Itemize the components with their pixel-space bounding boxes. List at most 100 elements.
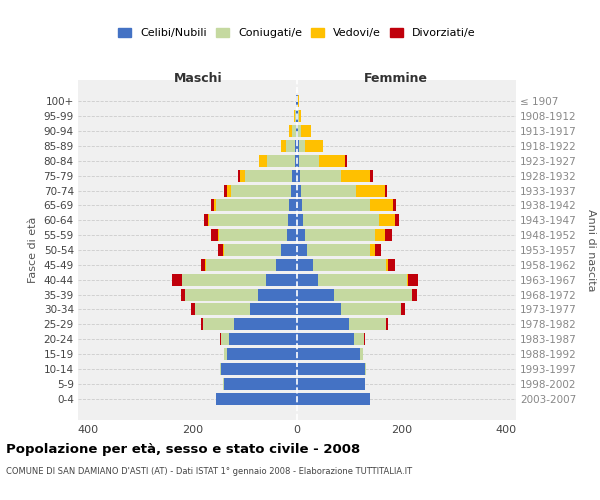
Bar — [401, 304, 406, 316]
Bar — [220, 363, 221, 375]
Bar — [231, 184, 291, 196]
Bar — [219, 229, 287, 241]
Bar — [216, 200, 289, 211]
Bar — [297, 170, 299, 181]
Bar — [297, 229, 305, 241]
Bar — [206, 259, 276, 271]
Bar — [292, 170, 297, 181]
Bar — [394, 200, 396, 211]
Bar — [287, 214, 297, 226]
Bar — [297, 392, 370, 404]
Bar — [203, 318, 235, 330]
Bar — [299, 155, 319, 167]
Bar — [297, 155, 299, 167]
Bar — [365, 363, 367, 375]
Bar — [221, 333, 229, 345]
Bar — [386, 318, 388, 330]
Bar — [299, 110, 301, 122]
Bar — [286, 140, 295, 152]
Bar — [295, 140, 297, 152]
Bar — [395, 214, 398, 226]
Text: Femmine: Femmine — [364, 72, 428, 85]
Bar — [239, 170, 245, 181]
Bar — [172, 274, 182, 285]
Bar — [216, 392, 297, 404]
Bar — [407, 274, 418, 285]
Bar — [235, 318, 297, 330]
Bar — [301, 125, 311, 137]
Text: Popolazione per età, sesso e stato civile - 2008: Popolazione per età, sesso e stato civil… — [6, 442, 360, 456]
Bar — [221, 363, 297, 375]
Bar — [218, 244, 223, 256]
Bar — [375, 229, 385, 241]
Text: Maschi: Maschi — [174, 72, 223, 85]
Bar — [386, 259, 388, 271]
Bar — [208, 214, 209, 226]
Bar — [245, 170, 292, 181]
Bar — [370, 170, 373, 181]
Bar — [266, 274, 297, 285]
Bar — [356, 184, 385, 196]
Bar — [296, 125, 297, 137]
Bar — [307, 244, 370, 256]
Bar — [191, 304, 196, 316]
Bar — [297, 274, 318, 285]
Bar — [291, 184, 297, 196]
Bar — [203, 214, 208, 226]
Bar — [224, 244, 281, 256]
Bar — [313, 259, 386, 271]
Bar — [281, 140, 286, 152]
Bar — [370, 244, 375, 256]
Bar — [297, 304, 341, 316]
Bar — [359, 348, 363, 360]
Bar — [297, 348, 359, 360]
Bar — [295, 155, 297, 167]
Bar — [267, 155, 295, 167]
Bar — [223, 244, 224, 256]
Bar — [302, 200, 370, 211]
Y-axis label: Fasce di età: Fasce di età — [28, 217, 38, 283]
Bar — [297, 333, 355, 345]
Bar — [182, 274, 266, 285]
Bar — [349, 318, 386, 330]
Bar — [318, 274, 407, 285]
Bar — [297, 318, 349, 330]
Bar — [319, 155, 346, 167]
Bar — [297, 125, 298, 137]
Bar — [259, 155, 267, 167]
Bar — [299, 170, 341, 181]
Bar — [218, 229, 219, 241]
Bar — [412, 288, 418, 300]
Bar — [341, 304, 401, 316]
Bar — [305, 140, 323, 152]
Bar — [375, 244, 382, 256]
Bar — [346, 155, 347, 167]
Bar — [224, 348, 227, 360]
Bar — [298, 110, 299, 122]
Y-axis label: Anni di nascita: Anni di nascita — [586, 208, 596, 291]
Bar — [298, 96, 299, 108]
Bar — [370, 200, 394, 211]
Bar — [355, 333, 364, 345]
Bar — [334, 288, 412, 300]
Bar — [379, 214, 395, 226]
Bar — [289, 125, 292, 137]
Bar — [224, 378, 297, 390]
Bar — [364, 333, 365, 345]
Bar — [305, 229, 375, 241]
Bar — [297, 214, 303, 226]
Bar — [297, 288, 334, 300]
Bar — [181, 288, 185, 300]
Bar — [201, 259, 205, 271]
Bar — [297, 259, 313, 271]
Bar — [200, 318, 203, 330]
Legend: Celibi/Nubili, Coniugati/e, Vedovi/e, Divorziati/e: Celibi/Nubili, Coniugati/e, Vedovi/e, Di… — [115, 24, 479, 42]
Bar — [385, 184, 387, 196]
Bar — [388, 259, 395, 271]
Bar — [287, 229, 297, 241]
Bar — [211, 229, 218, 241]
Bar — [211, 200, 214, 211]
Bar — [258, 288, 297, 300]
Bar — [227, 348, 297, 360]
Bar — [301, 184, 356, 196]
